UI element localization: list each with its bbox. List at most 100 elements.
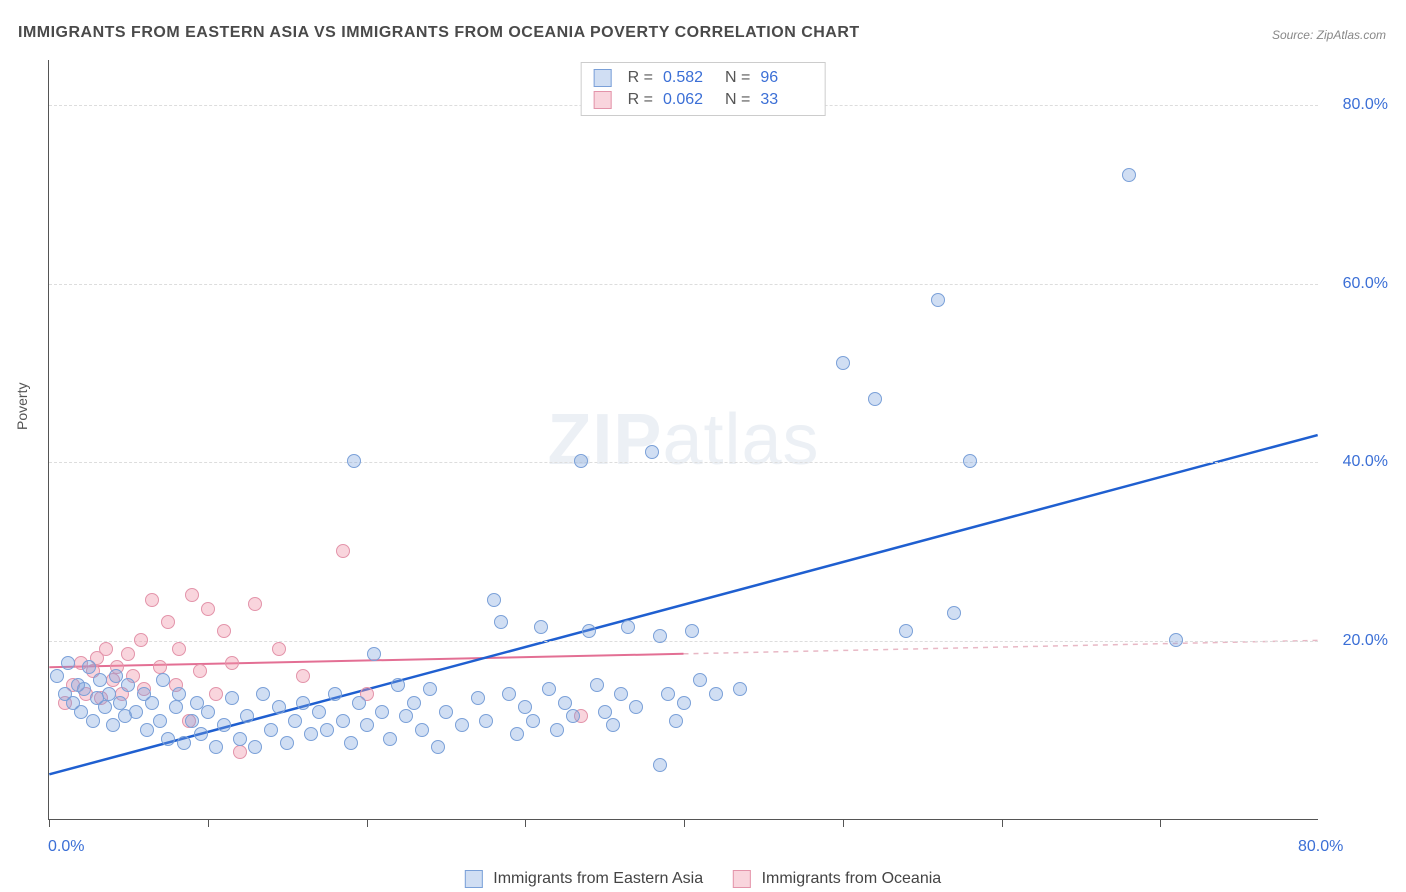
- series-a-point: [272, 700, 286, 714]
- series-a-point: [98, 700, 112, 714]
- x-tick: [49, 819, 50, 827]
- series-a-point: [471, 691, 485, 705]
- legend-item-b: Immigrants from Oceania: [733, 870, 941, 888]
- series-a-point: [50, 669, 64, 683]
- series-a-point: [145, 696, 159, 710]
- series-b-point: [145, 593, 159, 607]
- series-b-point: [185, 588, 199, 602]
- x-tick: [525, 819, 526, 827]
- x-tick: [367, 819, 368, 827]
- series-a-point: [201, 705, 215, 719]
- series-a-point: [153, 714, 167, 728]
- series-b-point: [296, 669, 310, 683]
- series-a-point: [550, 723, 564, 737]
- series-a-point: [352, 696, 366, 710]
- series-a-point: [233, 732, 247, 746]
- series-a-point: [77, 682, 91, 696]
- series-a-point: [113, 696, 127, 710]
- series-a-point: [209, 740, 223, 754]
- series-b-point: [193, 664, 207, 678]
- x-axis-min-label: 0.0%: [48, 838, 84, 856]
- series-b-point: [336, 544, 350, 558]
- series-a-point: [288, 714, 302, 728]
- series-a-point: [328, 687, 342, 701]
- series-a-point: [510, 727, 524, 741]
- series-a-point: [61, 656, 75, 670]
- series-a-point: [415, 723, 429, 737]
- series-a-point: [685, 624, 699, 638]
- series-a-point: [566, 709, 580, 723]
- series-a-point: [661, 687, 675, 701]
- series-b-point: [121, 647, 135, 661]
- series-a-point: [526, 714, 540, 728]
- x-tick: [208, 819, 209, 827]
- series-a-point: [621, 620, 635, 634]
- series-a-point: [709, 687, 723, 701]
- series-a-point: [455, 718, 469, 732]
- series-a-point: [479, 714, 493, 728]
- series-a-point: [74, 705, 88, 719]
- swatch-series-a: [594, 69, 612, 87]
- gridline: [49, 641, 1318, 642]
- series-a-point: [598, 705, 612, 719]
- chart-title: IMMIGRANTS FROM EASTERN ASIA VS IMMIGRAN…: [18, 24, 860, 42]
- series-a-point: [248, 740, 262, 754]
- series-a-point: [677, 696, 691, 710]
- series-a-point: [1122, 168, 1136, 182]
- series-a-point: [312, 705, 326, 719]
- series-a-point: [542, 682, 556, 696]
- series-a-point: [963, 454, 977, 468]
- gridline: [49, 462, 1318, 463]
- series-a-point: [129, 705, 143, 719]
- series-a-point: [439, 705, 453, 719]
- series-a-point: [320, 723, 334, 737]
- series-a-point: [494, 615, 508, 629]
- series-a-point: [423, 682, 437, 696]
- series-a-point: [590, 678, 604, 692]
- series-b-point: [201, 602, 215, 616]
- series-a-point: [169, 700, 183, 714]
- series-a-point: [534, 620, 548, 634]
- x-tick: [843, 819, 844, 827]
- series-a-point: [217, 718, 231, 732]
- series-a-point: [172, 687, 186, 701]
- x-tick: [1160, 819, 1161, 827]
- series-a-point: [1169, 633, 1183, 647]
- series-a-point: [375, 705, 389, 719]
- series-a-point: [733, 682, 747, 696]
- series-a-point: [82, 660, 96, 674]
- series-a-point: [383, 732, 397, 746]
- series-a-point: [225, 691, 239, 705]
- series-a-point: [629, 700, 643, 714]
- series-a-point: [194, 727, 208, 741]
- y-tick-label: 60.0%: [1343, 275, 1388, 293]
- series-a-point: [518, 700, 532, 714]
- series-a-point: [693, 673, 707, 687]
- legend-row-series-a: R = 0.582 N = 96: [594, 67, 813, 89]
- series-a-point: [93, 673, 107, 687]
- series-a-point: [407, 696, 421, 710]
- series-a-point: [177, 736, 191, 750]
- series-a-point: [431, 740, 445, 754]
- series-a-point: [86, 714, 100, 728]
- series-a-point: [336, 714, 350, 728]
- series-a-point: [156, 673, 170, 687]
- series-b-point: [209, 687, 223, 701]
- series-a-point: [360, 718, 374, 732]
- series-a-point: [304, 727, 318, 741]
- legend-row-series-b: R = 0.062 N = 33: [594, 89, 813, 111]
- series-a-point: [653, 758, 667, 772]
- watermark: ZIPatlas: [547, 399, 819, 481]
- series-a-point: [367, 647, 381, 661]
- correlation-legend: R = 0.582 N = 96 R = 0.062 N = 33: [581, 62, 826, 116]
- gridline: [49, 284, 1318, 285]
- series-a-point: [296, 696, 310, 710]
- source-label: Source: ZipAtlas.com: [1272, 28, 1386, 42]
- series-a-point: [106, 718, 120, 732]
- plot-area: ZIPatlas 20.0%40.0%60.0%80.0%: [48, 60, 1318, 820]
- series-a-point: [931, 293, 945, 307]
- series-a-point: [161, 732, 175, 746]
- series-a-point: [264, 723, 278, 737]
- series-b-point: [172, 642, 186, 656]
- series-a-point: [140, 723, 154, 737]
